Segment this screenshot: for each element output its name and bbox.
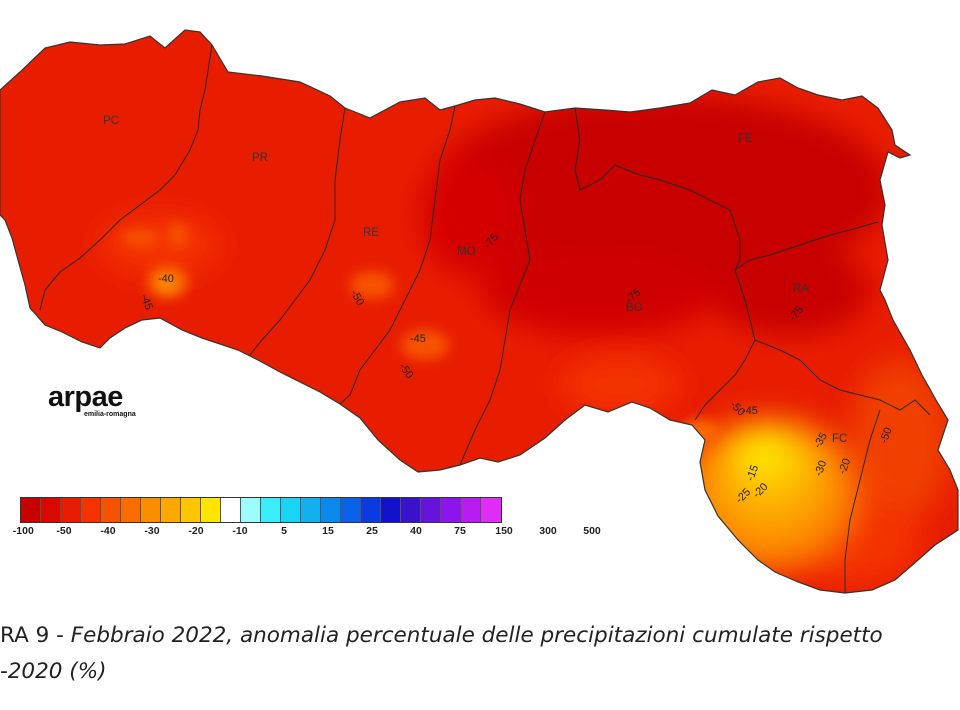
arpae-logo: arpae emilia-romagna (48, 381, 136, 419)
legend-swatch (261, 498, 281, 522)
legend-label: -30 (144, 525, 160, 537)
legend-label: -40 (100, 525, 116, 537)
legend-swatch (361, 498, 381, 522)
logo-name: arpae (48, 381, 123, 413)
legend-label: 40 (410, 525, 422, 537)
isoline-label: -20 (837, 457, 854, 476)
legend-swatch (301, 498, 321, 522)
legend-swatch (41, 498, 61, 522)
legend-label: -10 (232, 525, 248, 537)
legend-label: -20 (188, 525, 204, 537)
province-boundaries (39, 44, 931, 593)
caption-prefix: RA 9 - (0, 623, 71, 648)
legend-label: -50 (56, 525, 72, 537)
isoline-label: -45 (742, 405, 758, 417)
legend-swatch (481, 498, 501, 522)
province-label-pr: PR (252, 152, 268, 164)
legend-swatch (181, 498, 201, 522)
province-label-fe: FE (738, 133, 753, 145)
province-labels: PC PR RE MO BO FE RA FC (103, 115, 847, 445)
province-label-mo: MO (457, 246, 476, 258)
province-label-bo: BO (626, 302, 643, 314)
caption-line-2: -2020 (%) (0, 654, 960, 690)
legend-swatch (201, 498, 221, 522)
dark-red-zone (420, 95, 890, 335)
legend-swatch (281, 498, 301, 522)
legend-swatches (20, 497, 502, 523)
legend-label: 5 (281, 525, 287, 537)
legend-label: 75 (454, 525, 466, 537)
isoline-label: -50 (878, 426, 895, 445)
legend-swatch (321, 498, 341, 522)
legend-label: 300 (539, 525, 557, 537)
caption-title: Febbraio 2022, anomalia percentuale dell… (70, 623, 883, 648)
caption-line-1: RA 9 - Febbraio 2022, anomalia percentua… (0, 618, 960, 654)
isoline-label: -15 (744, 464, 761, 483)
legend-swatch (61, 498, 81, 522)
legend-swatch (81, 498, 101, 522)
local-anomaly-spots (122, 223, 718, 444)
legend-label: -100 (12, 525, 34, 537)
province-label-fc: FC (832, 433, 847, 445)
legend-swatch (121, 498, 141, 522)
legend-swatch (381, 498, 401, 522)
legend-swatch (461, 498, 481, 522)
legend-swatch (401, 498, 421, 522)
precipitation-anomaly-map: PC PR RE MO BO FE RA FC -40 -45 -50 -45 … (0, 29, 959, 594)
isoline-label: -45 (410, 333, 426, 345)
legend-swatch (241, 498, 261, 522)
isoline-label: -40 (158, 273, 174, 285)
logo-subtitle: emilia-romagna (84, 411, 136, 418)
legend-swatch (441, 498, 461, 522)
legend-swatch (221, 498, 241, 522)
province-label-pc: PC (103, 115, 119, 127)
caption-period: -2020 (%) (0, 659, 107, 684)
legend-swatch (141, 498, 161, 522)
legend-swatch (161, 498, 181, 522)
legend-swatch (421, 498, 441, 522)
legend-label: 150 (495, 525, 513, 537)
legend-swatch (21, 498, 41, 522)
province-label-re: RE (363, 227, 379, 239)
figure-caption: RA 9 - Febbraio 2022, anomalia percentua… (0, 618, 960, 690)
legend-swatch (101, 498, 121, 522)
legend-swatch (341, 498, 361, 522)
legend-label: 25 (366, 525, 378, 537)
isoline-label: -30 (813, 459, 830, 478)
isoline-label: -45 (138, 293, 155, 312)
color-legend: -100 -50 -40 -30 -20 -10 5 15 25 40 75 150 300 500 (13, 497, 601, 541)
province-label-ra: RA (793, 283, 809, 295)
legend-label: 15 (322, 525, 334, 537)
legend-labels: -100 -50 -40 -30 -20 -10 5 15 25 40 75 150 300 500 (13, 525, 601, 541)
legend-label: 500 (583, 525, 601, 537)
